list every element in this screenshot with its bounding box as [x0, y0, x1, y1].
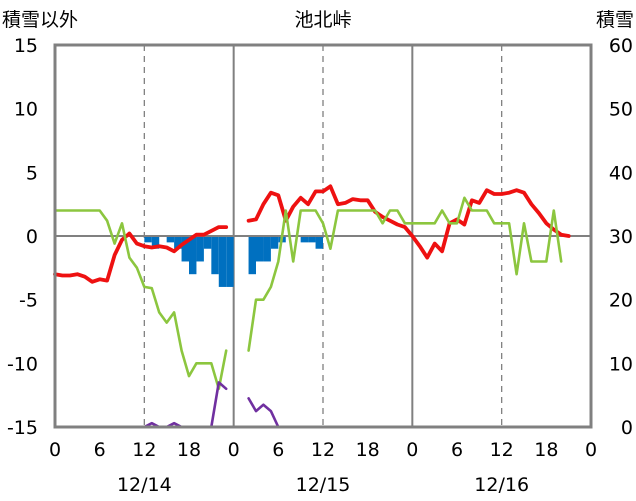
y-left-tick-label: 5	[26, 162, 38, 184]
x-tick-label: 6	[94, 439, 106, 461]
precipitation-bar	[174, 236, 182, 249]
x-tick-label: 6	[272, 439, 284, 461]
y-right-tick-label: 60	[609, 35, 633, 57]
precipitation-bar	[226, 236, 234, 287]
x-tick-label: 0	[585, 439, 597, 461]
x-tick-label: 18	[177, 439, 201, 461]
y-left-tick-label: -10	[7, 353, 38, 375]
y-left-tick-label: -15	[7, 417, 38, 439]
x-tick-label: 6	[451, 439, 463, 461]
precipitation-bar	[270, 236, 279, 249]
precipitation-bar	[308, 236, 316, 243]
y-right-tick-label: 50	[609, 99, 633, 121]
green-series-line	[247, 196, 563, 352]
y-left-tick-label: -5	[19, 290, 38, 312]
y-left-tick-label: 15	[14, 35, 38, 57]
y-right-tick-label: 10	[609, 353, 633, 375]
x-tick-label: 12	[132, 439, 156, 461]
precipitation-bar	[166, 236, 175, 243]
x-date-label: 12/15	[296, 474, 351, 496]
red-series-line	[53, 225, 229, 284]
plot-border	[53, 43, 593, 429]
x-tick-label: 0	[228, 439, 240, 461]
y-axis-left-label: 積雪以外	[2, 9, 78, 31]
green-series-line	[53, 209, 228, 391]
precipitation-bar	[151, 236, 160, 249]
plot-frame	[53, 43, 593, 429]
y-right-tick-label: 0	[621, 417, 633, 439]
precipitation-bar	[211, 236, 219, 275]
y-right-tick-label: 40	[609, 162, 633, 184]
x-tick-label: 12	[490, 439, 514, 461]
precipitation-bar	[144, 236, 152, 243]
precipitation-bar	[189, 236, 197, 275]
x-tick-label: 12	[311, 439, 335, 461]
precipitation-bar	[218, 236, 227, 287]
x-date-label: 12/14	[117, 474, 172, 496]
y-right-tick-label: 30	[609, 226, 633, 248]
precipitation-bar	[203, 236, 212, 249]
y-axis-right-label: 積雪	[596, 9, 634, 31]
x-tick-label: 18	[534, 439, 558, 461]
x-tick-label: 18	[356, 439, 380, 461]
red-series-line	[246, 184, 571, 260]
y-left-tick-label: 10	[14, 99, 38, 121]
precipitation-bar	[263, 236, 271, 262]
y-right-tick-label: 20	[609, 290, 633, 312]
x-tick-label: 0	[406, 439, 418, 461]
precipitation-bar	[315, 236, 323, 249]
x-date-label: 12/16	[474, 474, 529, 496]
precipitation-bar	[300, 236, 309, 243]
precipitation-bar	[256, 236, 264, 262]
precipitation-bar	[248, 236, 256, 275]
y-left-tick-label: 0	[26, 226, 38, 248]
precipitation-bar	[196, 236, 204, 262]
chart-title: 池北峠	[294, 9, 351, 31]
x-tick-label: 0	[49, 439, 61, 461]
precipitation-bar	[181, 236, 189, 262]
